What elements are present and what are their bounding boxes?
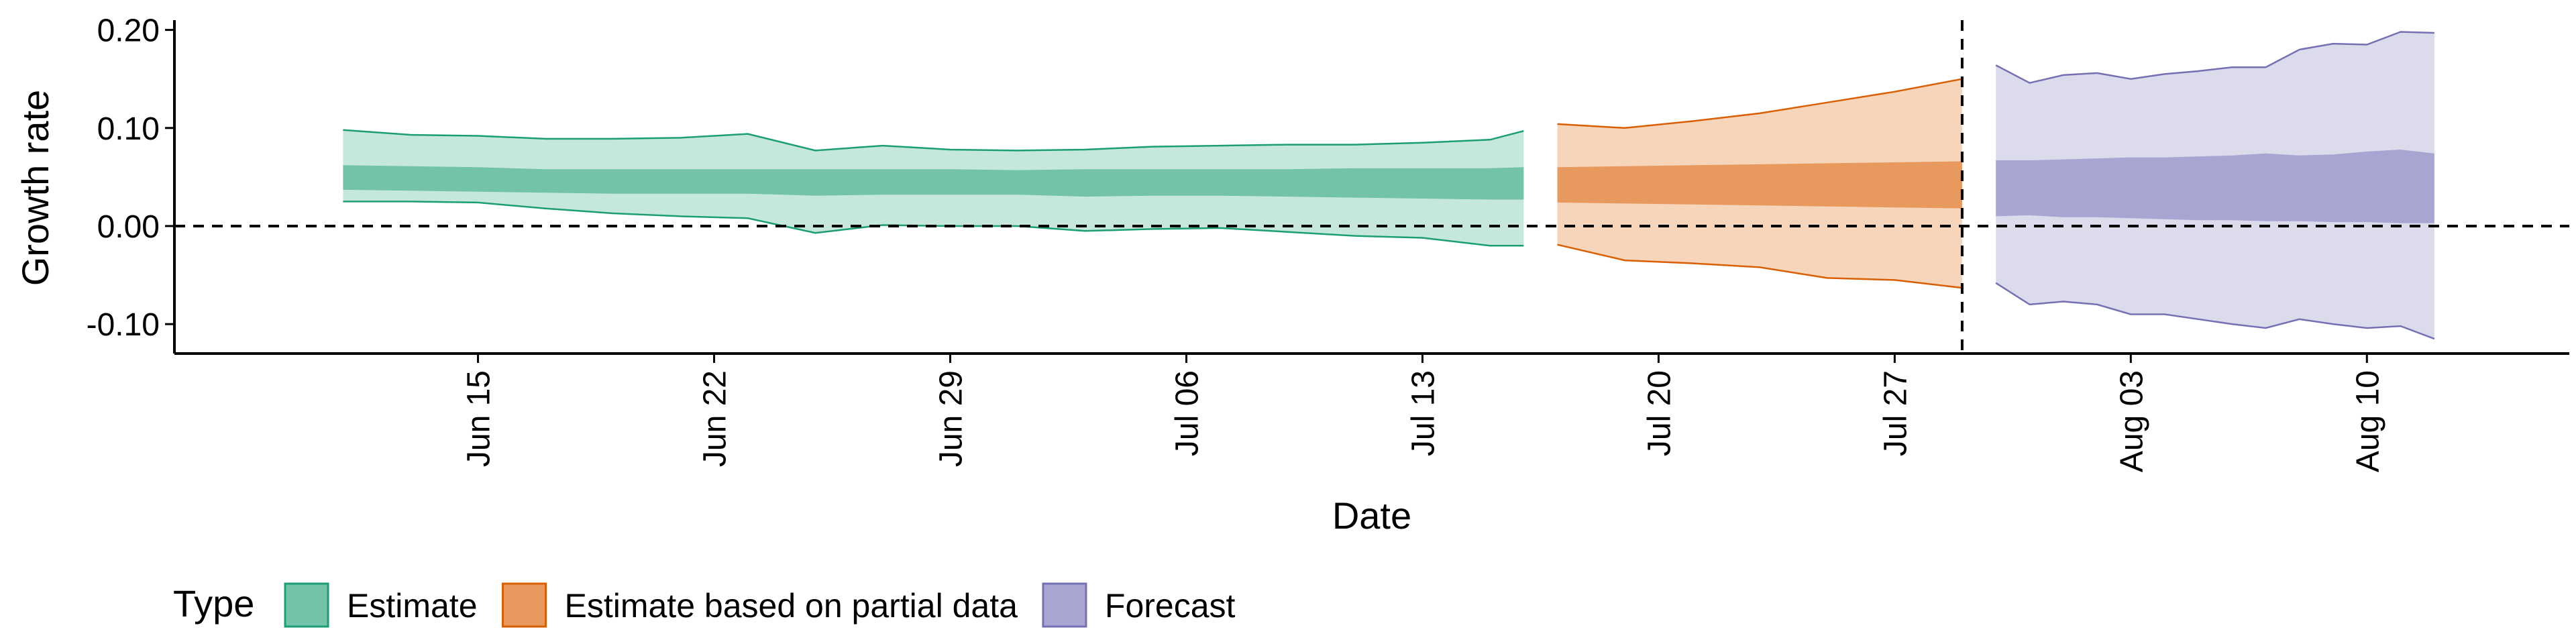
legend-entries: Estimate Estimate based on partial data Fo… bbox=[284, 582, 1236, 628]
legend-swatch bbox=[502, 582, 547, 628]
x-tick-label: Jul 27 bbox=[1878, 370, 1913, 456]
series-1 bbox=[1557, 78, 1963, 289]
x-tick-label: Jun 22 bbox=[698, 370, 733, 467]
x-tick-label: Aug 10 bbox=[2350, 370, 2385, 472]
series-1-inner-band bbox=[1557, 161, 1962, 209]
legend-swatch bbox=[1042, 582, 1087, 628]
legend-label: Forecast bbox=[1105, 587, 1236, 625]
legend-title: Type bbox=[173, 582, 254, 625]
legend-entry-1: Estimate based on partial data bbox=[502, 582, 1018, 628]
y-tick-label: 0.10 bbox=[97, 111, 160, 147]
x-tick-label: Jul 13 bbox=[1405, 370, 1441, 456]
series-0-upper-edge bbox=[343, 129, 1524, 152]
series-2-inner-band bbox=[1996, 150, 2434, 223]
x-axis-title: Date bbox=[1332, 494, 1411, 537]
y-axis-title: Growth rate bbox=[14, 90, 56, 286]
x-tick-label: Jul 06 bbox=[1169, 370, 1205, 456]
series-0-inner-band bbox=[343, 165, 1524, 200]
x-tick-label: Jul 20 bbox=[1642, 370, 1677, 456]
series-1-lower-edge bbox=[1557, 244, 1963, 289]
series-0 bbox=[343, 129, 1524, 247]
series-1-upper-edge bbox=[1557, 78, 1963, 129]
bands-layer bbox=[343, 31, 2435, 340]
legend-label: Estimate bbox=[347, 587, 478, 625]
x-tick-label: Jun 15 bbox=[462, 370, 497, 467]
reference-lines bbox=[174, 20, 2569, 354]
series-2-upper-edge bbox=[1995, 31, 2434, 84]
legend: Type Estimate Estimate based on partial d… bbox=[173, 582, 1236, 628]
y-tick-label: 0.20 bbox=[97, 13, 160, 49]
axes: 0.20 0.10 0.00 -0.10 Jun 15 Jun 22 Jun 29 Jul 0… bbox=[87, 13, 2569, 472]
x-tick-label: Jun 29 bbox=[933, 370, 969, 467]
series-2 bbox=[1995, 31, 2435, 340]
x-tick-label: Aug 03 bbox=[2114, 370, 2149, 472]
series-2-lower-edge bbox=[1995, 282, 2435, 340]
legend-swatch bbox=[284, 582, 329, 628]
y-tick-label: 0.00 bbox=[97, 209, 160, 245]
legend-entry-2: Forecast bbox=[1042, 582, 1236, 628]
y-tick-label: -0.10 bbox=[87, 307, 160, 343]
legend-entry-0: Estimate bbox=[284, 582, 478, 628]
legend-label: Estimate based on partial data bbox=[565, 587, 1018, 625]
